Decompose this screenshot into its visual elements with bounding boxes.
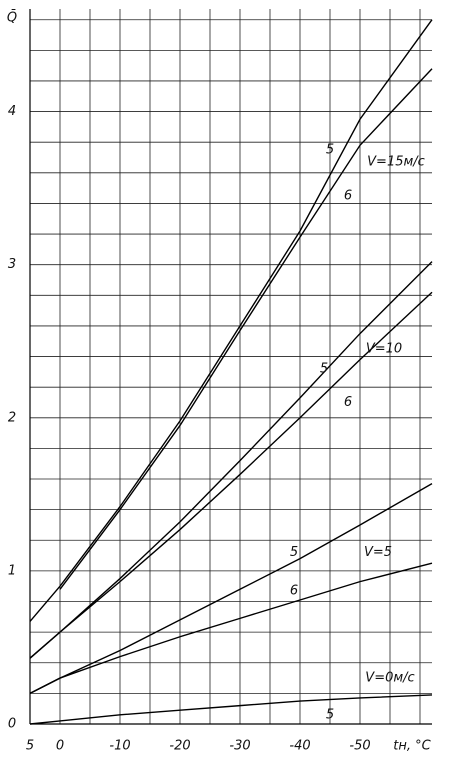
curve [29,291,433,659]
x-tick-label: -40 [289,739,310,754]
x-tick-label: -10 [109,739,130,754]
x-axis-label: tн, °C [393,739,431,754]
annotation: V=5 [364,545,392,560]
y-tick-label: 2 [8,410,16,425]
x-tick-label: -50 [349,739,370,754]
curve [29,562,433,695]
y-tick-label: 0 [8,717,16,732]
y-tick-label: 4 [8,104,16,119]
annotation: V=10 [366,341,402,356]
annotation: 5 [326,707,334,722]
annotation: 6 [344,188,352,203]
annotation: 5 [290,545,298,560]
y-tick-label: 3 [8,257,16,272]
y-axis-label: Q̄ [7,10,17,25]
annotation: 5 [326,142,334,157]
x-tick-label: -30 [229,739,250,754]
annotation: V=0м/с [365,671,414,686]
annotation: 6 [290,583,298,598]
x-tick-label: 0 [56,739,64,754]
curve [59,68,433,590]
curve [29,483,433,695]
curve [29,19,433,622]
y-tick-label: 1 [8,563,16,578]
annotation: 5 [320,361,328,376]
annotation: 6 [344,395,352,410]
x-tick-label: 5 [26,739,34,754]
curve [29,694,433,725]
x-tick-label: -20 [169,739,190,754]
annotation: V=15м/с [367,155,425,170]
